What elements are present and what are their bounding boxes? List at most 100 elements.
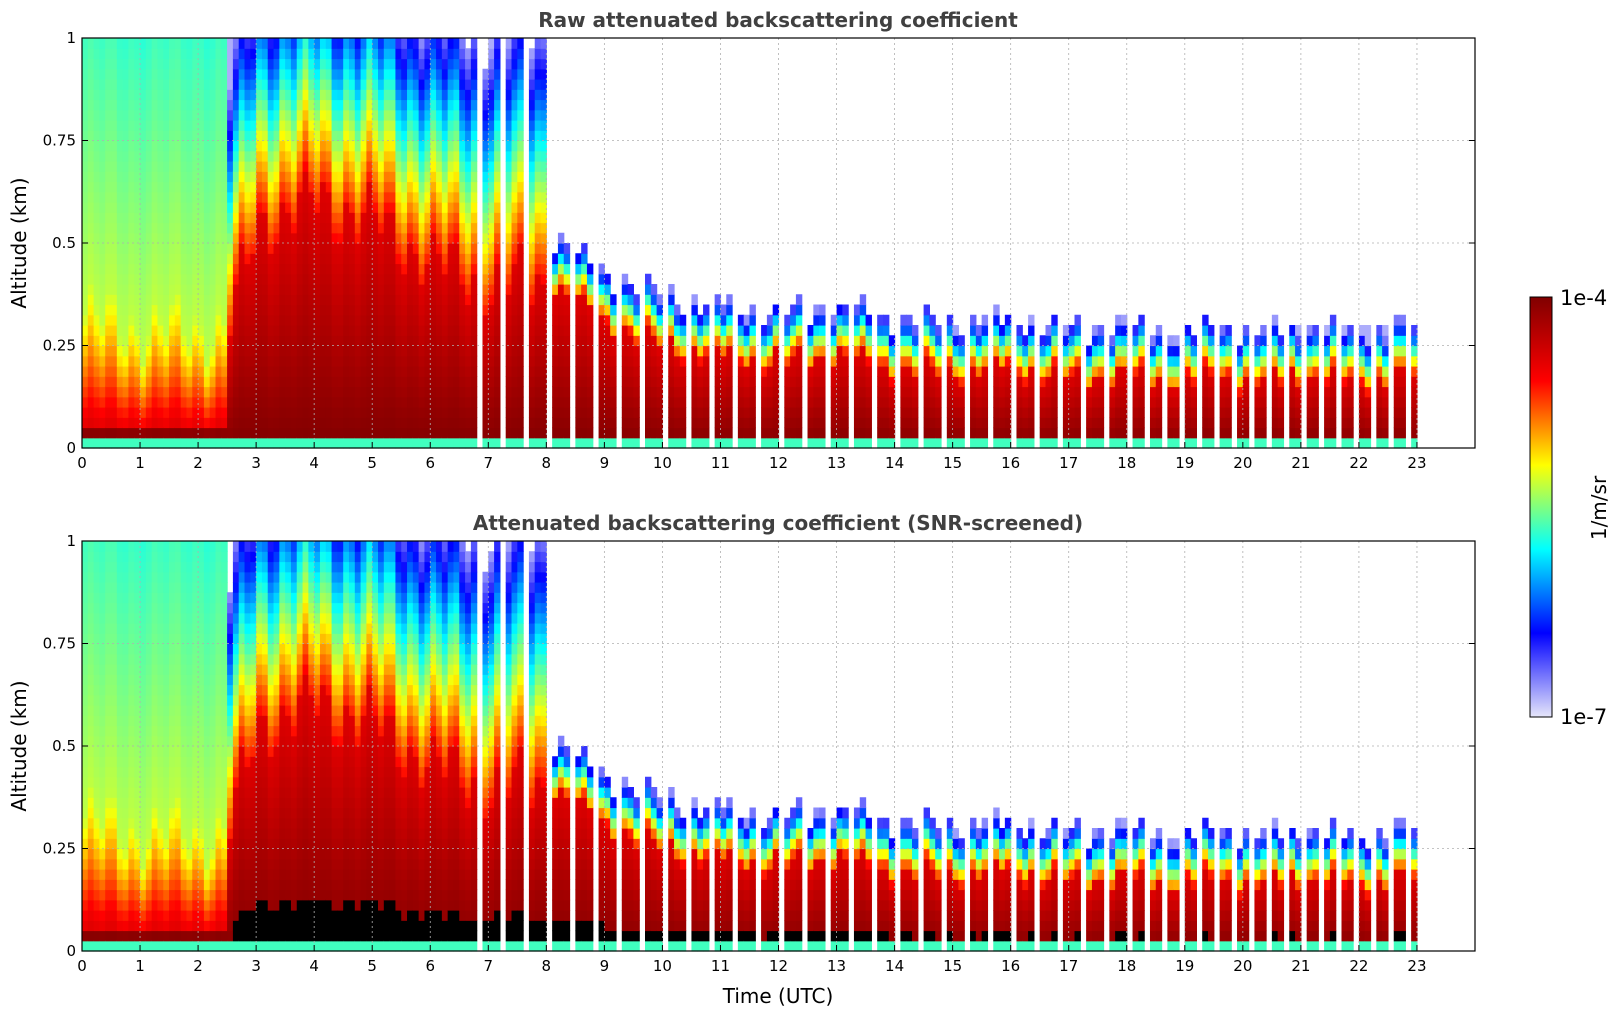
heatmap-cell [319,181,327,193]
heatmap-cell [302,79,309,90]
heatmap-cell [122,437,130,449]
heatmap-cell [836,376,843,388]
heatmap-cell [157,48,164,60]
heatmap-cell [784,386,791,398]
heatmap-cell [1167,345,1174,357]
heatmap-cell [470,335,478,347]
heatmap-cell [557,273,565,285]
heatmap-cell [470,284,478,295]
heatmap-cell [1039,355,1047,367]
heatmap-cell [691,376,698,388]
heatmap-cell [505,304,513,316]
heatmap-cell [459,140,466,152]
heatmap-cell [505,89,513,101]
heatmap-cell [807,376,814,388]
heatmap-cell [505,396,513,408]
heatmap-cell [517,345,524,357]
heatmap-cell [401,263,408,275]
heatmap-cell [163,396,170,408]
heatmap-cell [470,407,478,418]
heatmap-cell [261,191,269,203]
heatmap-cell [99,58,106,70]
heatmap-cell [859,376,867,388]
heatmap-cell [93,899,101,911]
heatmap-cell [383,161,391,172]
heatmap-cell [215,396,222,408]
heatmap-cell [691,386,698,398]
heatmap-cell [319,58,327,70]
heatmap-cell [250,191,257,203]
heatmap-cell [412,417,420,429]
heatmap-cell [1149,366,1157,377]
heatmap-cell [267,181,275,193]
heatmap-cell [221,79,228,90]
heatmap-cell [105,848,112,860]
heatmap-cell [256,79,263,90]
heatmap-cell [395,38,402,49]
heatmap-cell [1260,325,1267,336]
heatmap-cell [273,273,280,285]
heatmap-cell [494,38,501,49]
heatmap-cell [1237,366,1244,377]
heatmap-cell [319,48,327,60]
heatmap-cell [842,355,849,367]
heatmap-cell [1324,355,1331,367]
heatmap-cell [424,202,431,213]
heatmap-cell [203,335,211,347]
heatmap-cell [116,807,124,819]
heatmap-cell [1120,335,1128,347]
heatmap-cell [424,355,431,367]
heatmap-cell [453,253,460,265]
heatmap-cell [331,345,338,357]
heatmap-cell [203,437,211,449]
heatmap-cell [285,171,292,183]
heatmap-cell [319,109,327,121]
heatmap-cell [459,263,466,275]
heatmap-cell [186,171,193,183]
heatmap-cell [999,355,1006,367]
heatmap-cell [1364,366,1372,377]
heatmap-cell [140,427,147,439]
heatmap-cell [372,294,379,306]
heatmap-cell [1364,345,1372,357]
heatmap-area [82,541,1418,952]
heatmap-cell [540,171,547,183]
heatmap-cell [116,735,124,747]
heatmap-cell [331,396,338,408]
heatmap-cell [378,386,385,398]
heatmap-cell [1184,366,1192,377]
heatmap-cell [87,202,95,213]
heatmap-cell [273,366,280,377]
heatmap-cell [163,253,170,265]
heatmap-cell [534,284,542,295]
heatmap-cell [935,345,942,357]
heatmap-cell [505,150,513,162]
heatmap-cell [430,161,437,172]
heatmap-cell [250,202,257,213]
heatmap-cell [378,120,385,131]
heatmap-cell [279,191,286,203]
heatmap-cell [534,273,542,285]
heatmap-cell [528,366,536,377]
heatmap-cell [163,345,170,357]
heatmap-cell [772,417,780,429]
heatmap-cell [343,304,350,316]
heatmap-cell [273,243,280,254]
heatmap-cell [784,396,791,408]
heatmap-cell [221,273,228,285]
heatmap-cell [1242,396,1250,408]
heatmap-cell [198,212,205,224]
heatmap-cell [378,171,385,183]
heatmap-cell [354,386,362,398]
heatmap-cell [209,58,217,70]
heatmap-cell [465,294,472,306]
heatmap-cell [267,120,275,131]
heatmap-cell [105,776,112,788]
heatmap-cell [819,335,826,347]
heatmap-cell [82,910,89,921]
heatmap-cell [134,99,141,111]
heatmap-cell [319,366,327,377]
heatmap-cell [453,202,460,213]
heatmap-cell [511,202,518,213]
heatmap-cell [366,140,373,152]
